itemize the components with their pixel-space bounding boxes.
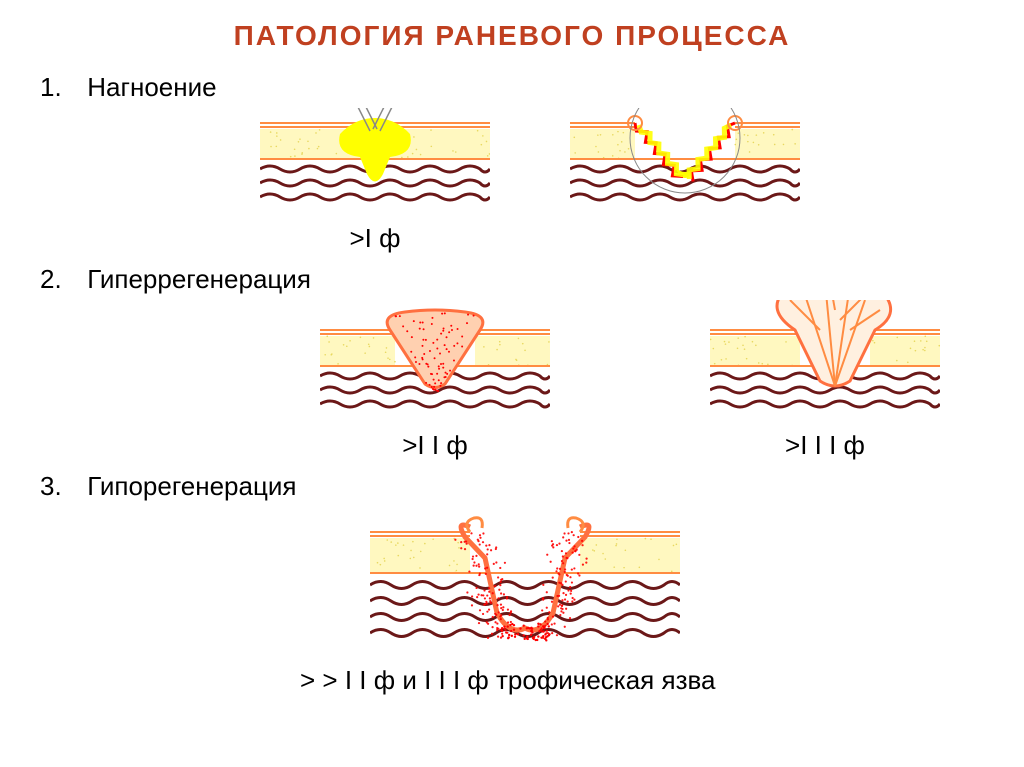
phase-2a: >I I ф [402, 430, 467, 461]
hyperregeneration-a-diagram [320, 300, 550, 425]
page-title: ПАТОЛОГИЯ РАНЕВОГО ПРОЦЕССА [40, 20, 984, 52]
hyperregeneration-b-diagram [710, 300, 940, 425]
diagram-1a: >I ф [260, 108, 490, 254]
section-1: 1. Нагноение >I ф [40, 72, 984, 254]
section-2-num: 2. [40, 264, 80, 295]
bottom-caption: > > I I ф и I I I ф трофическая язва [300, 665, 984, 696]
row-1: >I ф [260, 108, 984, 254]
row-3 [370, 507, 984, 657]
suppuration-open-diagram [570, 108, 800, 218]
section-2-text: Гиперрегенерация [87, 264, 311, 294]
diagram-2b: >I I I ф [710, 300, 940, 461]
suppuration-closed-diagram [260, 108, 490, 218]
section-2-label: 2. Гиперрегенерация [40, 264, 984, 295]
diagram-3 [370, 507, 680, 657]
diagram-2a: >I I ф [320, 300, 550, 461]
section-1-label: 1. Нагноение [40, 72, 984, 103]
section-3-label: 3. Гипорегенерация [40, 471, 984, 502]
section-3: 3. Гипорегенерация > > I I ф и I I I ф т… [40, 471, 984, 696]
section-1-text: Нагноение [87, 72, 216, 102]
section-1-num: 1. [40, 72, 80, 103]
section-3-num: 3. [40, 471, 80, 502]
phase-1a: >I ф [349, 223, 400, 254]
row-2: >I I ф >I I I ф [320, 300, 984, 461]
diagram-1b [570, 108, 800, 218]
section-3-text: Гипорегенерация [87, 471, 296, 501]
phase-2b: >I I I ф [785, 430, 865, 461]
section-2: 2. Гиперрегенерация >I I ф >I I I ф [40, 264, 984, 461]
hyporegeneration-diagram [370, 507, 680, 657]
